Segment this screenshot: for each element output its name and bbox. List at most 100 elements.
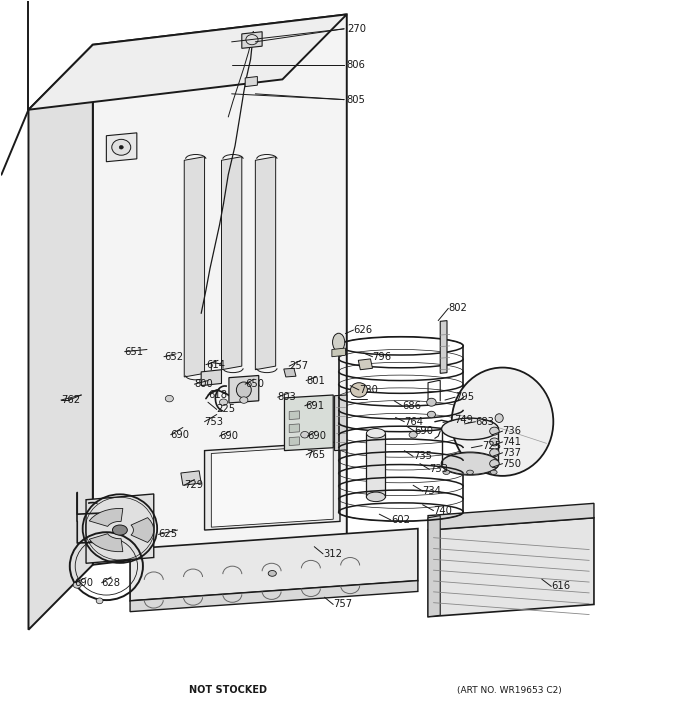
- Ellipse shape: [73, 581, 82, 588]
- Text: 690: 690: [415, 426, 433, 436]
- Text: 725: 725: [482, 441, 501, 450]
- Text: 691: 691: [305, 401, 324, 411]
- Text: 270: 270: [347, 24, 366, 34]
- Text: 796: 796: [373, 352, 392, 362]
- Polygon shape: [89, 534, 123, 552]
- Text: 690: 690: [75, 578, 94, 588]
- Polygon shape: [440, 320, 447, 373]
- Ellipse shape: [490, 460, 499, 468]
- Polygon shape: [245, 77, 257, 86]
- Ellipse shape: [333, 334, 345, 352]
- Text: 616: 616: [551, 581, 571, 592]
- Polygon shape: [130, 529, 418, 601]
- Text: 733: 733: [429, 465, 448, 474]
- Ellipse shape: [466, 470, 473, 474]
- Polygon shape: [89, 508, 123, 526]
- Polygon shape: [256, 157, 275, 370]
- Text: 740: 740: [433, 505, 452, 515]
- Text: 806: 806: [347, 60, 366, 70]
- Ellipse shape: [441, 453, 498, 474]
- Polygon shape: [428, 518, 594, 617]
- Text: 736: 736: [503, 426, 522, 436]
- Polygon shape: [358, 359, 373, 370]
- Text: (ART NO. WR19653 C2): (ART NO. WR19653 C2): [457, 686, 562, 695]
- Polygon shape: [367, 434, 386, 497]
- Ellipse shape: [443, 470, 449, 474]
- Ellipse shape: [112, 525, 127, 535]
- Polygon shape: [229, 376, 258, 403]
- Text: 602: 602: [391, 515, 410, 525]
- Polygon shape: [29, 45, 92, 630]
- Ellipse shape: [268, 571, 276, 576]
- Polygon shape: [284, 395, 333, 451]
- Text: 765: 765: [306, 450, 325, 460]
- Text: 802: 802: [448, 303, 467, 313]
- Text: 737: 737: [503, 448, 522, 457]
- Polygon shape: [29, 14, 347, 109]
- Text: 683: 683: [475, 417, 494, 427]
- Polygon shape: [211, 446, 333, 527]
- Text: 741: 741: [503, 437, 522, 447]
- Text: 729: 729: [184, 480, 203, 490]
- Ellipse shape: [490, 470, 497, 474]
- Text: 690: 690: [171, 430, 190, 440]
- Polygon shape: [205, 442, 340, 530]
- Polygon shape: [201, 370, 222, 386]
- Polygon shape: [92, 14, 347, 565]
- Ellipse shape: [367, 492, 386, 502]
- Ellipse shape: [441, 452, 499, 475]
- Ellipse shape: [220, 399, 228, 405]
- Text: 625: 625: [158, 529, 177, 539]
- Text: 735: 735: [413, 452, 432, 461]
- Ellipse shape: [490, 438, 499, 446]
- Text: 749: 749: [454, 415, 473, 426]
- Ellipse shape: [409, 431, 418, 438]
- Polygon shape: [284, 368, 296, 377]
- Text: 651: 651: [124, 347, 143, 357]
- Polygon shape: [428, 515, 440, 617]
- Text: 652: 652: [164, 352, 183, 362]
- Ellipse shape: [350, 383, 367, 397]
- Ellipse shape: [452, 368, 554, 476]
- Polygon shape: [86, 494, 154, 563]
- Polygon shape: [131, 518, 154, 542]
- Text: 225: 225: [217, 405, 236, 415]
- Ellipse shape: [490, 449, 499, 457]
- Text: 618: 618: [208, 390, 227, 400]
- Ellipse shape: [165, 395, 173, 402]
- Polygon shape: [242, 32, 262, 49]
- Text: 757: 757: [333, 600, 352, 610]
- Text: 801: 801: [306, 376, 325, 386]
- Polygon shape: [130, 581, 418, 612]
- Polygon shape: [222, 157, 242, 370]
- Polygon shape: [289, 424, 299, 433]
- Text: 628: 628: [101, 578, 120, 588]
- Ellipse shape: [237, 382, 252, 398]
- Polygon shape: [335, 395, 347, 451]
- Ellipse shape: [427, 411, 435, 418]
- Polygon shape: [332, 348, 345, 357]
- Polygon shape: [428, 503, 594, 530]
- Text: 750: 750: [503, 459, 522, 468]
- Text: 730: 730: [359, 385, 378, 395]
- Text: NOT STOCKED: NOT STOCKED: [189, 684, 267, 695]
- Ellipse shape: [301, 431, 309, 438]
- Text: 626: 626: [354, 325, 373, 335]
- Ellipse shape: [112, 139, 131, 155]
- Ellipse shape: [426, 398, 436, 406]
- Polygon shape: [289, 411, 299, 420]
- Ellipse shape: [96, 598, 103, 604]
- Text: 690: 690: [307, 431, 326, 442]
- Ellipse shape: [441, 418, 498, 440]
- Ellipse shape: [367, 428, 386, 438]
- Polygon shape: [289, 437, 299, 446]
- Ellipse shape: [490, 427, 499, 435]
- Text: 686: 686: [403, 401, 422, 411]
- Polygon shape: [181, 471, 201, 485]
- Text: 312: 312: [323, 549, 342, 559]
- Text: 614: 614: [206, 360, 225, 370]
- Text: 805: 805: [347, 94, 366, 104]
- Ellipse shape: [119, 146, 123, 149]
- Ellipse shape: [240, 397, 248, 403]
- Text: 795: 795: [455, 392, 474, 402]
